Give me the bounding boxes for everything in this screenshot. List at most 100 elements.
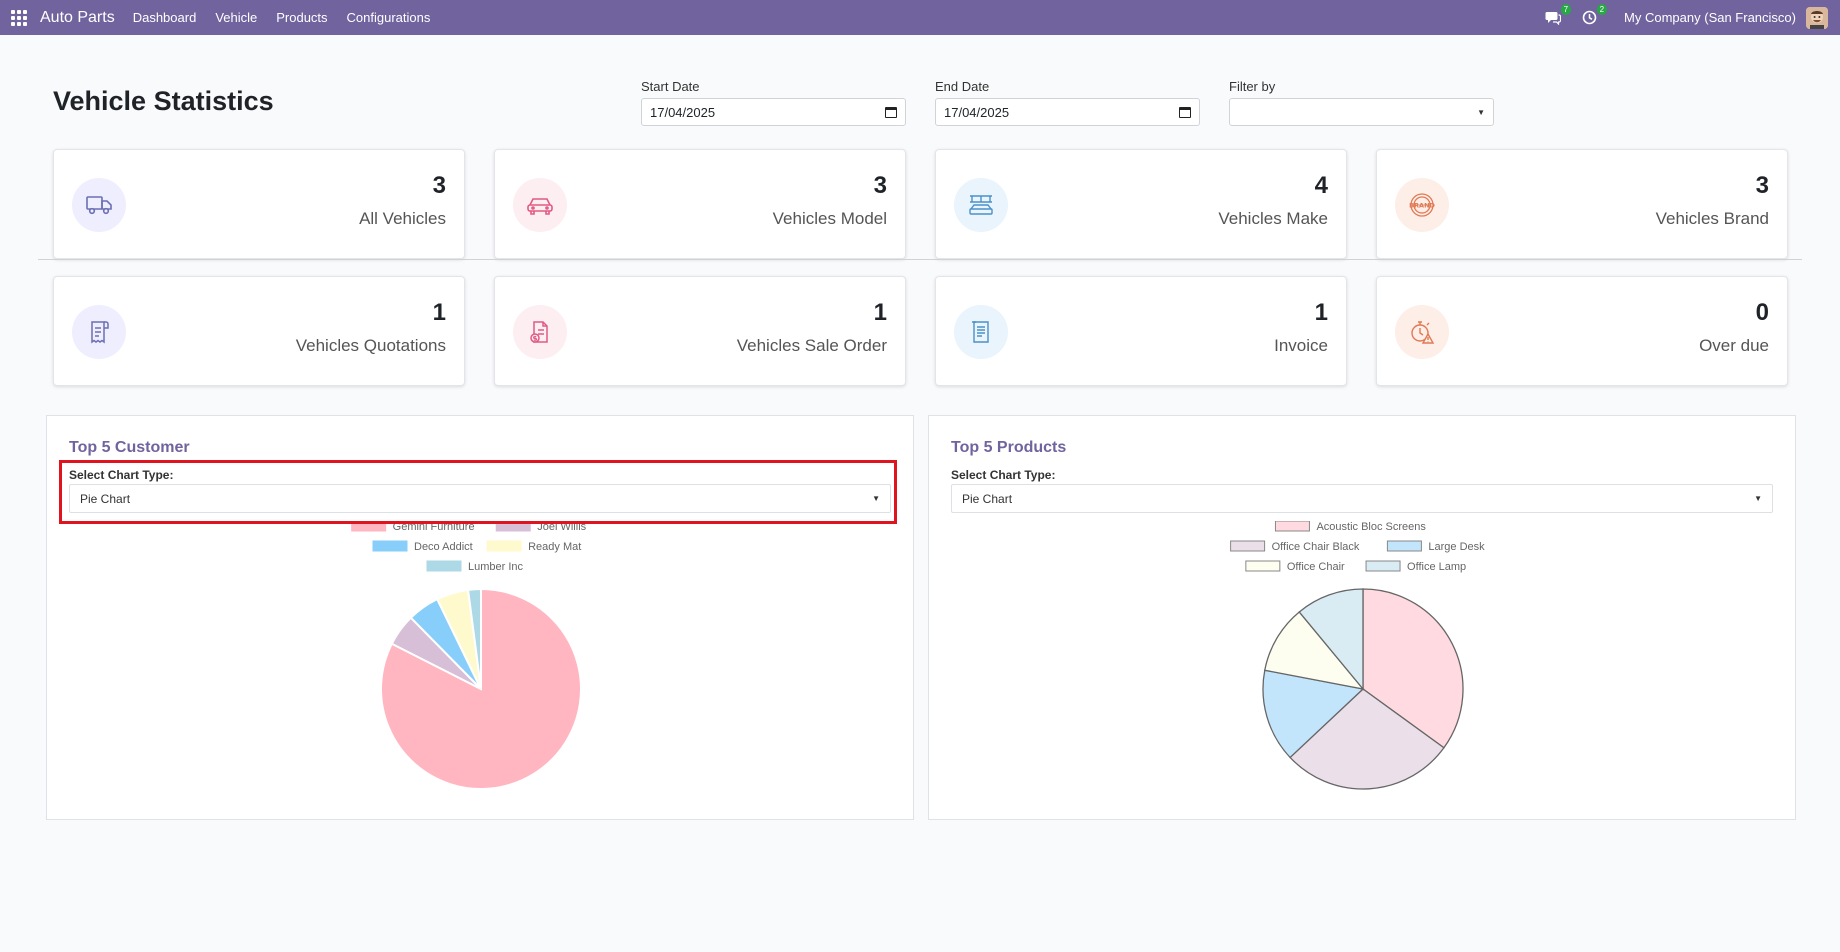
card-value: 3: [432, 172, 446, 199]
truck-icon: [72, 178, 126, 232]
legend-label[interactable]: Gemini Furniture: [393, 521, 475, 533]
panel-title: Top 5 Customer: [69, 439, 190, 456]
app-brand[interactable]: Auto Parts: [40, 8, 115, 26]
activity-button[interactable]: 2: [1580, 3, 1608, 27]
filter-label: Filter by: [1229, 79, 1276, 94]
card-vehicles-make[interactable]: 4 Vehicles Make: [935, 149, 1347, 259]
chat-icon: [1545, 11, 1562, 25]
factory-icon: [954, 178, 1008, 232]
legend-swatch[interactable]: [1274, 521, 1310, 532]
svg-text:BRAND: BRAND: [1409, 202, 1435, 210]
card-value: 4: [1314, 172, 1328, 199]
user-face-icon: [1806, 6, 1828, 29]
legend-label[interactable]: Office Lamp: [1407, 561, 1466, 573]
legend-label[interactable]: Deco Addict: [414, 541, 473, 553]
end-date-label: End Date: [935, 79, 990, 94]
user-avatar[interactable]: [1806, 6, 1828, 29]
pie-slice[interactable]: [466, 587, 482, 690]
legend-label[interactable]: Lumber Inc: [468, 561, 524, 573]
calendar-icon[interactable]: [885, 106, 897, 118]
chart-type-value: Pie Chart: [80, 491, 131, 506]
card-label: Vehicles Brand: [1655, 209, 1769, 228]
top-products-panel: Top 5 Products Select Chart Type: Pie Ch…: [928, 415, 1796, 820]
legend-swatch[interactable]: [351, 521, 387, 532]
legend-swatch[interactable]: [372, 540, 408, 552]
end-date-group: End Date 17/04/2025: [935, 79, 1200, 126]
start-date-label: Start Date: [641, 79, 700, 94]
legend-swatch[interactable]: [1245, 560, 1281, 572]
clock-icon: [1582, 10, 1596, 25]
chart-type-label: Select Chart Type:: [951, 468, 1056, 482]
card-vehicles-brand[interactable]: BRAND 3 Vehicles Brand: [1376, 149, 1788, 259]
legend-swatch[interactable]: [1386, 540, 1422, 552]
card-label: Invoice: [1274, 336, 1328, 355]
messages-button[interactable]: 7: [1544, 3, 1572, 27]
pie-slice[interactable]: [1262, 669, 1365, 759]
filter-select[interactable]: ▼: [1229, 98, 1494, 126]
pie-slice[interactable]: [1264, 611, 1365, 690]
card-value: 1: [432, 299, 446, 326]
section-divider: [38, 259, 1802, 260]
card-over-due[interactable]: 0 Over due: [1376, 276, 1788, 386]
products-pie-chart: Acoustic Bloc Screens Office Chair Black L…: [1230, 521, 1485, 790]
top-navbar: Auto Parts Dashboard Vehicle Products Co…: [0, 0, 1840, 35]
nav-configurations[interactable]: Configurations: [346, 10, 431, 25]
legend-label[interactable]: Large Desk: [1428, 541, 1485, 553]
end-date-input[interactable]: 17/04/2025: [935, 98, 1200, 126]
apps-grid-icon[interactable]: [11, 9, 27, 26]
highlight-box: [59, 460, 897, 524]
start-date-group: Start Date 17/04/2025: [641, 79, 906, 126]
card-label: Vehicles Make: [1218, 209, 1328, 228]
card-label: Vehicles Model: [772, 209, 887, 228]
customer-pie-chart: Gemini Furniture Joel Willis Deco Addict Re…: [351, 521, 587, 790]
invoice-dollar-icon: [513, 305, 567, 359]
legend-label[interactable]: Office Chair Black: [1272, 541, 1360, 553]
company-switcher[interactable]: My Company (San Francisco): [1624, 10, 1796, 25]
legend-swatch[interactable]: [1230, 540, 1266, 552]
messages-badge: 7: [1560, 3, 1572, 15]
chevron-down-icon: ▼: [1754, 494, 1762, 503]
nav-products[interactable]: Products: [276, 10, 328, 25]
legend-swatch[interactable]: [495, 521, 531, 532]
card-value: 3: [1755, 172, 1769, 199]
car-icon: [513, 178, 567, 232]
card-label: Vehicles Sale Order: [736, 336, 887, 355]
card-value: 1: [1314, 299, 1328, 326]
calendar-icon[interactable]: [1179, 106, 1191, 118]
chevron-down-icon: ▼: [1477, 107, 1485, 117]
card-label: All Vehicles: [359, 209, 446, 228]
receipt-icon: [72, 305, 126, 359]
legend-label[interactable]: Acoustic Bloc Screens: [1316, 521, 1426, 533]
card-vehicles-sale-order[interactable]: 1 Vehicles Sale Order: [494, 276, 906, 386]
card-label: Over due: [1699, 336, 1769, 355]
nav-vehicle[interactable]: Vehicle: [215, 10, 258, 25]
legend-swatch[interactable]: [486, 540, 522, 552]
chart-type-select[interactable]: Pie Chart ▼: [951, 484, 1773, 513]
start-date-input[interactable]: 17/04/2025: [641, 98, 906, 126]
chart-type-value: Pie Chart: [962, 491, 1013, 506]
card-value: 3: [873, 172, 887, 199]
legend-label[interactable]: Ready Mat: [528, 541, 581, 553]
pie-slice[interactable]: [1362, 588, 1464, 749]
chart-type-select[interactable]: Pie Chart ▼: [69, 484, 891, 513]
card-all-vehicles[interactable]: 3 All Vehicles: [53, 149, 465, 259]
activity-badge: 2: [1596, 3, 1608, 15]
panel-title: Top 5 Products: [951, 439, 1067, 456]
card-label: Vehicles Quotations: [295, 336, 446, 355]
end-date-value: 17/04/2025: [944, 104, 1010, 120]
brand-icon: BRAND: [1395, 178, 1449, 232]
card-vehicles-quotations[interactable]: 1 Vehicles Quotations: [53, 276, 465, 386]
legend-swatch[interactable]: [1365, 560, 1401, 572]
card-value: 1: [873, 299, 887, 326]
legend-label[interactable]: Office Chair: [1287, 561, 1345, 573]
card-vehicles-model[interactable]: 3 Vehicles Model: [494, 149, 906, 259]
legend-label[interactable]: Joel Willis: [537, 521, 586, 533]
page-title: Vehicle Statistics: [53, 86, 274, 116]
legend-swatch[interactable]: [426, 560, 462, 572]
card-value: 0: [1755, 299, 1769, 326]
pie-slice[interactable]: [1298, 588, 1364, 691]
start-date-value: 17/04/2025: [650, 104, 716, 120]
card-invoice[interactable]: 1 Invoice: [935, 276, 1347, 386]
nav-dashboard[interactable]: Dashboard: [132, 10, 197, 25]
pie-slice[interactable]: [1289, 688, 1445, 790]
